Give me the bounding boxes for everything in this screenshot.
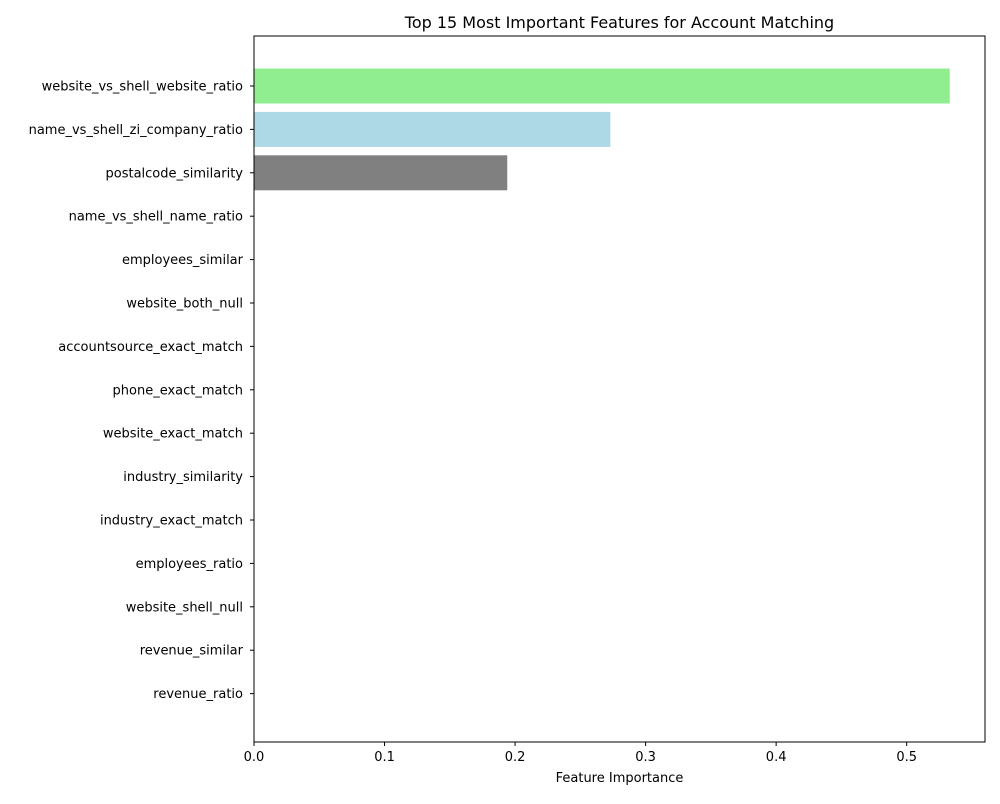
y-tick-label-employees-similar: employees_similar: [122, 253, 244, 268]
x-tick-label: 0.2: [505, 750, 526, 765]
y-tick-label-name-vs-shell-name-ratio: name_vs_shell_name_ratio: [69, 210, 243, 225]
y-tick-label-name-vs-shell-zi-company-ratio: name_vs_shell_zi_company_ratio: [29, 123, 243, 138]
x-tick-label: 0.0: [244, 750, 265, 765]
bars-layer: [254, 68, 950, 191]
x-axis-label: Feature Importance: [556, 771, 684, 786]
x-tick-label: 0.5: [896, 750, 917, 765]
x-axis-ticks: 0.0 0.1 0.2 0.3 0.4 0.5: [244, 742, 917, 765]
y-tick-label-revenue-ratio: revenue_ratio: [153, 687, 243, 702]
x-tick-label: 0.4: [766, 750, 787, 765]
x-tick-label: 0.3: [635, 750, 656, 765]
y-axis-ticks: website_vs_shell_website_ratio name_vs_sh…: [29, 80, 254, 702]
plot-frame: [253, 35, 986, 743]
y-tick-label-industry-similarity: industry_similarity: [123, 470, 243, 485]
x-tick-label: 0.1: [374, 750, 395, 765]
y-tick-label-website-shell-null: website_shell_null: [126, 600, 243, 615]
y-tick-label-website-both-null: website_both_null: [126, 297, 243, 312]
y-tick-label-postalcode-similarity: postalcode_similarity: [106, 166, 244, 181]
bar-postalcode-similarity: [254, 155, 508, 191]
chart-title: Top 15 Most Important Features for Accou…: [404, 13, 834, 32]
y-tick-label-revenue-similar: revenue_similar: [140, 644, 244, 659]
y-tick-label-employees-ratio: employees_ratio: [136, 557, 243, 572]
bar-name-vs-shell-zi-company-ratio: [254, 111, 611, 147]
y-tick-label-phone-exact-match: phone_exact_match: [113, 383, 243, 398]
bar-website-vs-shell-website-ratio: [254, 68, 950, 104]
y-tick-label-accountsource-exact-match: accountsource_exact_match: [58, 340, 243, 355]
y-tick-label-industry-exact-match: industry_exact_match: [100, 514, 243, 529]
y-tick-label-website-exact-match: website_exact_match: [103, 427, 243, 442]
y-tick-label-website-vs-shell-website-ratio: website_vs_shell_website_ratio: [42, 80, 243, 95]
